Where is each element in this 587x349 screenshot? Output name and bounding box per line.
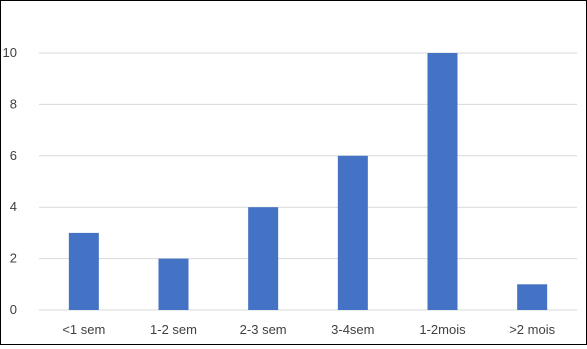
bar-4 xyxy=(427,53,458,310)
y-tick-label: 0 xyxy=(10,302,17,317)
x-tick-label: 1-2 sem xyxy=(150,322,197,337)
y-tick-label: 8 xyxy=(10,96,17,111)
bar-chart: 0 2 4 6 8 10 <1 sem 1-2 sem 2-3 sem 3-4sem 1-2moi… xyxy=(3,45,577,337)
bar-2 xyxy=(248,207,279,310)
y-tick-label: 6 xyxy=(10,148,17,163)
x-tick-label: >2 mois xyxy=(509,322,555,337)
bar-1 xyxy=(158,258,189,310)
bar-3 xyxy=(337,155,368,310)
y-tick-label: 10 xyxy=(3,45,17,60)
x-tick-label: 1-2mois xyxy=(419,322,466,337)
x-tick-label: 2-3 sem xyxy=(240,322,287,337)
x-axis-tick-labels: <1 sem 1-2 sem 2-3 sem 3-4sem 1-2mois >2 mois xyxy=(62,322,555,337)
bar-5 xyxy=(517,284,548,310)
x-tick-label: <1 sem xyxy=(62,322,105,337)
y-tick-label: 4 xyxy=(10,199,17,214)
y-axis-tick-labels: 0 2 4 6 8 10 xyxy=(3,45,17,317)
x-tick-label: 3-4sem xyxy=(331,322,374,337)
bar-0 xyxy=(68,232,99,310)
y-tick-label: 2 xyxy=(10,251,17,266)
bars xyxy=(68,53,548,310)
grid-lines xyxy=(39,52,577,311)
